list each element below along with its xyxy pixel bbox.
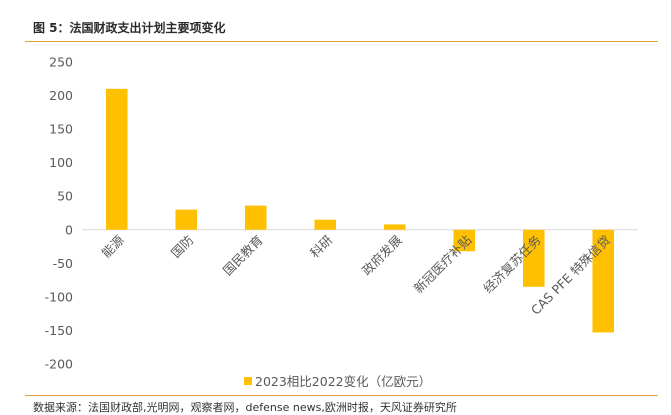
title-divider [25,41,658,42]
legend: 2023相比2022变化（亿欧元） [244,371,431,390]
bar-1 [175,209,198,230]
x-category-label: 新冠医疗补贴 [411,232,475,296]
y-tick-label: 50 [57,189,73,204]
x-category-label: 国民教育 [220,232,266,278]
y-tick-label: 250 [49,55,73,70]
source-divider [25,395,658,396]
y-tick-label: -200 [45,357,73,372]
bar-0 [105,88,128,230]
x-category-label: 能源 [99,232,128,261]
bar-5 [453,229,476,252]
legend-swatch [244,376,252,385]
x-category-label: 国防 [168,232,196,260]
x-category-label: 科研 [307,232,335,260]
y-tick-label: -150 [45,323,73,338]
bar-7 [592,229,615,333]
source-note: 数据来源：法国财政部,光明网，观察者网，defense news,欧洲时报，天风… [33,401,457,414]
y-tick-label: 150 [49,122,73,137]
bar-series [105,88,615,333]
bar-6 [522,229,545,287]
y-tick-label: 200 [49,88,73,103]
y-tick-label: 100 [49,155,73,170]
figure-title: 图 5：法国财政支出计划主要项变化 [33,21,226,35]
y-tick-label: 0 [65,222,73,237]
y-axis: 250 200 150 100 50 0 -50 -100 -150 -200 [45,55,73,372]
bar-4 [383,224,406,230]
x-category-label: 政府发展 [359,232,405,278]
y-tick-label: -50 [53,256,73,271]
y-tick-label: -100 [45,289,73,304]
legend-label: 2023相比2022变化（亿欧元） [255,374,432,389]
bar-3 [314,219,337,230]
bar-2 [244,205,267,230]
